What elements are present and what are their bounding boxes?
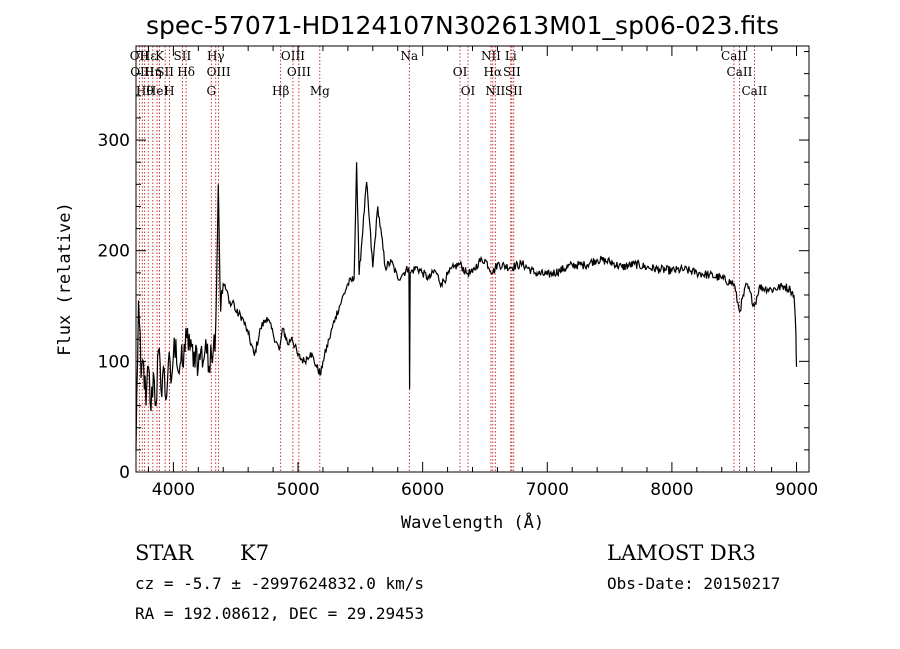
spectral-line-label: NII [485, 84, 505, 98]
x-axis-label: Wavelength (Å) [401, 511, 544, 533]
spectral-line-label: Hγ [207, 49, 225, 63]
y-tick-label: 300 [98, 131, 130, 151]
plot-frame [135, 45, 810, 473]
spectral-line-label: CaII [721, 49, 747, 63]
spectral-line-label: SII [156, 65, 174, 79]
y-tick-label: 100 [98, 352, 130, 372]
redshift-velocity: cz = -5.7 ± -2997624832.0 km/s [135, 574, 424, 593]
spectral-line-label: Hθ [136, 84, 154, 98]
spectral-line-label: Hε [140, 49, 157, 63]
spectral-line-label: HeI [146, 84, 169, 98]
spectral-line-label: Li [505, 49, 517, 63]
spectral-line-label: OIII [281, 49, 305, 63]
chart-title: spec-57071-HD124107N302613M01_sp06-023.f… [146, 11, 779, 40]
spectrum-line [135, 162, 798, 450]
spectral-line-label: Hη [144, 65, 162, 79]
x-tick-label: 7000 [526, 480, 569, 500]
spectral-line-label: Hα [484, 65, 503, 79]
spectral-line-label: G [206, 84, 216, 98]
spectral-line-label: OII [130, 49, 150, 63]
object-subclass: K7 [240, 541, 269, 565]
spectral-line-labels: OIIOIIIHθHεHηHeIKSIIHSIIHδGHγOIIIHβOIIIO… [130, 49, 768, 98]
spectral-line-label: Hδ [177, 65, 195, 79]
spectral-line-label: CaII [741, 84, 767, 98]
y-axis: 0 100 200 300 [98, 51, 809, 483]
y-tick-label: 200 [98, 242, 130, 262]
spectral-line-label: Hβ [272, 84, 289, 98]
x-tick-label: 5000 [276, 480, 319, 500]
survey-name: LAMOST DR3 [607, 541, 756, 565]
spectral-line-label: SII [174, 49, 192, 63]
x-tick-label: 4000 [152, 480, 195, 500]
spectral-line-label: CaII [727, 65, 753, 79]
spectral-line-label: Na [400, 49, 418, 63]
y-tick-label: 0 [119, 463, 130, 483]
spectral-line-label: OI [461, 84, 476, 98]
spectral-line-label: K [155, 49, 165, 63]
spectral-line-markers [138, 46, 755, 472]
object-class: STAR [135, 541, 194, 565]
x-tick-label: 9000 [775, 480, 818, 500]
spectral-line-label: OIII [287, 65, 311, 79]
x-tick-label: 8000 [650, 480, 693, 500]
spectral-line-label: SII [503, 65, 521, 79]
x-axis: 4000 5000 6000 7000 8000 9000 [147, 46, 818, 500]
spectral-line-label: OI [453, 65, 468, 79]
observation-date: Obs-Date: 20150217 [607, 574, 780, 593]
spectral-line-label: H [164, 84, 174, 98]
x-tick-label: 6000 [401, 480, 444, 500]
sky-coordinates: RA = 192.08612, DEC = 29.29453 [135, 604, 424, 623]
spectral-line-label: SII [505, 84, 523, 98]
spectral-line-label: NII [481, 49, 501, 63]
y-axis-label: Flux (relative) [55, 202, 75, 356]
spectral-line-label: Mg [310, 84, 330, 98]
spectral-line-label: OIII [207, 65, 231, 79]
